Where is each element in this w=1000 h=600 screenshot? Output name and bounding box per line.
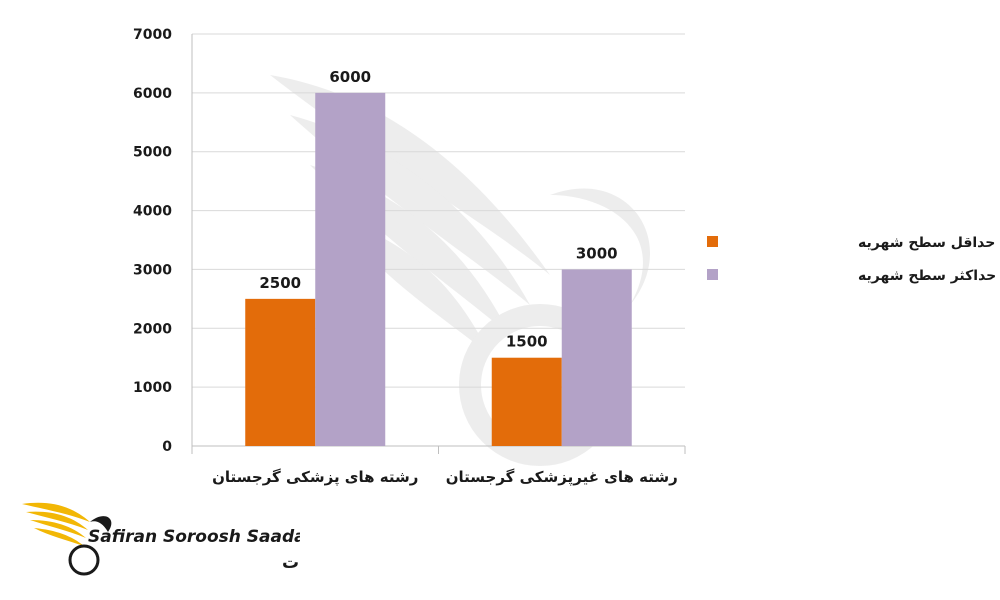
legend-label: حداکثر سطح شهریه xyxy=(858,268,996,284)
data-label: 1500 xyxy=(506,333,548,351)
y-tick-label: 3000 xyxy=(133,262,172,278)
y-tick-label: 7000 xyxy=(133,27,172,43)
y-tick-label: 5000 xyxy=(133,145,172,161)
logo-text-en: Safiran Soroosh Saadat xyxy=(88,527,300,547)
logo-wing-icon xyxy=(22,502,112,576)
data-label: 2500 xyxy=(259,274,301,292)
data-label: 3000 xyxy=(576,244,618,262)
bar xyxy=(315,92,386,446)
logo-text-fa: سفیران سروش سعادت xyxy=(282,553,300,573)
x-category-label: رشته های غیرپزشکی گرجستان xyxy=(446,468,678,487)
bar xyxy=(491,357,562,446)
y-tick-label: 1000 xyxy=(133,380,172,396)
y-tick-label: 0 xyxy=(162,439,172,455)
bar xyxy=(561,269,632,446)
legend-label: حداقل سطح شهریه xyxy=(858,235,995,251)
x-category-label: رشته های پزشکی گرجستان xyxy=(212,468,418,487)
y-tick-label: 2000 xyxy=(133,321,172,337)
legend-swatch xyxy=(707,236,718,247)
y-tick-label: 6000 xyxy=(133,86,172,102)
bar xyxy=(245,298,316,446)
legend-swatch xyxy=(707,269,718,280)
company-logo: Safiran Soroosh Saadat سفیران سروش سعادت xyxy=(22,502,300,576)
data-label: 6000 xyxy=(329,68,371,86)
y-tick-label: 4000 xyxy=(133,204,172,220)
